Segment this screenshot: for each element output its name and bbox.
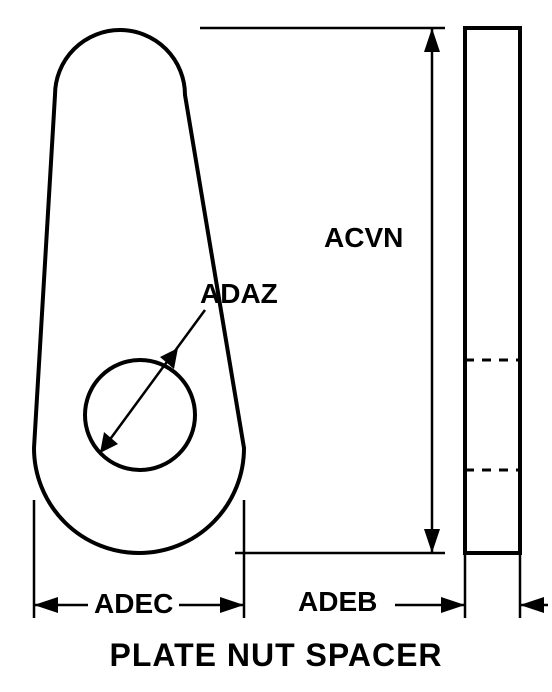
label-adec: ADEC: [88, 586, 179, 622]
label-acvn: ACVN: [320, 220, 407, 256]
drawing-title: PLATE NUT SPACER: [0, 637, 552, 674]
side-view: [465, 28, 520, 553]
hole-circle: [85, 360, 195, 470]
label-adaz: ADAZ: [200, 278, 278, 310]
side-rect: [465, 28, 520, 553]
label-adeb: ADEB: [298, 586, 377, 618]
dim-adaz: [100, 310, 205, 453]
diagram-canvas: [0, 0, 552, 692]
dim-adeb: [395, 553, 548, 618]
